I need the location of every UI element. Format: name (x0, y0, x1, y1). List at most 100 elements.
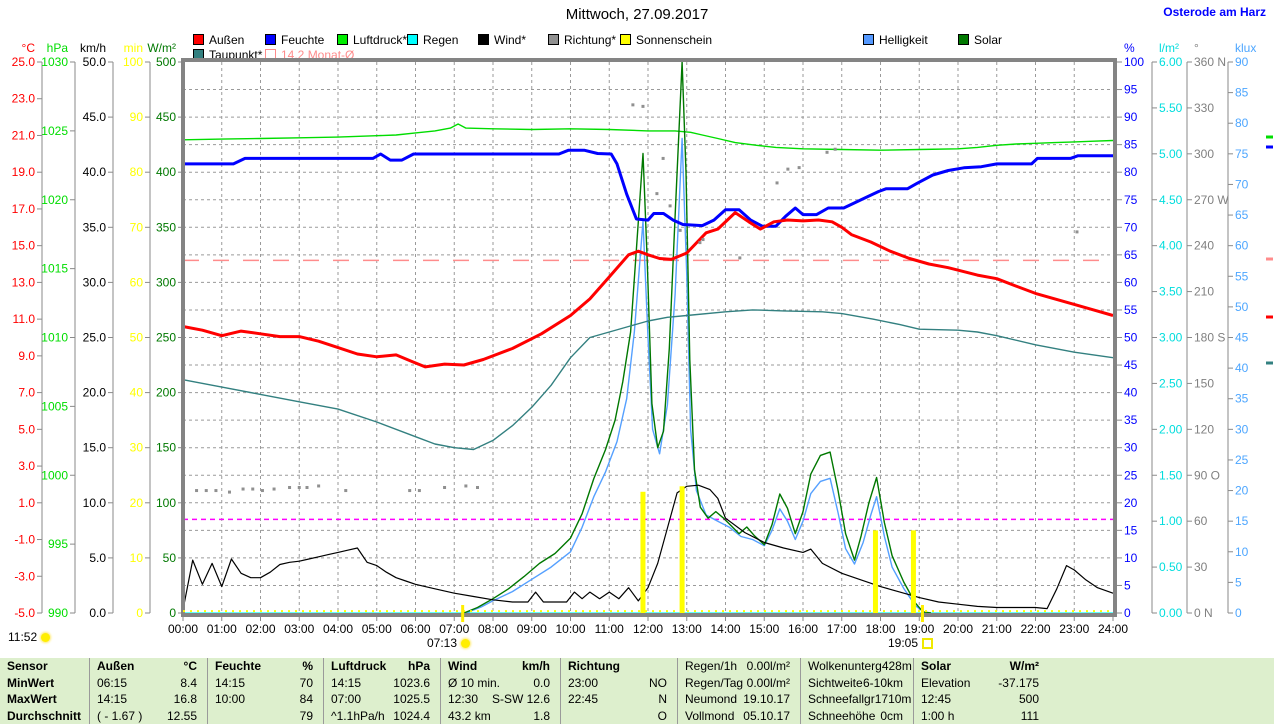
svg-text:18:00: 18:00 (865, 622, 895, 636)
svg-text:75: 75 (1124, 193, 1138, 207)
svg-text:20: 20 (130, 496, 144, 510)
svg-text:0: 0 (1235, 606, 1242, 620)
table-cell-value: 70 (299, 675, 313, 690)
table-cell-value: 8.4 (180, 675, 197, 690)
svg-text:65: 65 (1124, 248, 1138, 262)
svg-text:45.0: 45.0 (83, 110, 107, 124)
svg-text:250: 250 (156, 331, 176, 345)
svg-text:5: 5 (1124, 578, 1131, 592)
table-cell-label: ^1.1hPa/h (331, 708, 385, 723)
legend-item-regen: Regen (407, 33, 458, 47)
table-cell-label: Wolkenunterg (808, 659, 882, 673)
table-row: 43.2 km 1.8 (441, 708, 560, 724)
legend-label: Wind* (494, 32, 527, 47)
series-helligkeit (465, 137, 926, 614)
table-row: ( - 1.67 ) 12.55 (90, 708, 207, 724)
svg-text:l/m²: l/m² (1159, 41, 1179, 55)
series-luftdruck (182, 123, 1114, 151)
table-row: 12:30 S-SW 12.6 (441, 691, 560, 708)
svg-text:12:00: 12:00 (633, 622, 663, 636)
edge-markers (1266, 135, 1273, 365)
table-cell-label: 22:45 (568, 692, 599, 706)
table-column-feuchte: Feuchte% 14:15 70 10:00 84 79 (207, 658, 323, 724)
legend-swatch (620, 34, 631, 45)
svg-text:80: 80 (130, 165, 144, 179)
table-cell-label: Solar (921, 659, 952, 673)
table-row: Schneehöhe 0cm (801, 708, 913, 724)
svg-text:17.0: 17.0 (12, 202, 36, 216)
legend-item-feuchte: Feuchte (265, 33, 324, 47)
svg-text:50: 50 (163, 551, 177, 565)
table-row: 14:15 1023.6 (324, 675, 440, 692)
table-cell-value: 0.00l/m² (746, 659, 790, 673)
table-cell-value: W/m² (1009, 659, 1039, 673)
table-row: Regen/1h 0.00l/m² (678, 658, 800, 675)
table-cell-value: 111 (1020, 708, 1039, 723)
svg-text:55: 55 (1124, 303, 1138, 317)
svg-text:20: 20 (1124, 496, 1138, 510)
svg-text:6.00: 6.00 (1159, 55, 1183, 69)
svg-text:19:00: 19:00 (904, 622, 934, 636)
svg-text:85: 85 (1235, 86, 1249, 100)
table-row: O (561, 708, 677, 724)
table-cell-value: N (658, 692, 667, 706)
table-cell-value: °C (183, 659, 197, 673)
table-cell-label: Schneehöhe (808, 708, 876, 723)
legend-item-luftdruck-: Luftdruck* (337, 33, 407, 47)
reference-lines (183, 259, 1113, 521)
svg-text:35: 35 (1235, 392, 1249, 406)
svg-text:°: ° (1194, 41, 1199, 55)
svg-text:15: 15 (1235, 514, 1249, 528)
svg-text:50: 50 (130, 331, 144, 345)
summary-table: Sensor MinWert MaxWert Durchschnitt Außen °C 0… (0, 658, 1274, 724)
svg-text:50: 50 (1124, 331, 1138, 345)
svg-text:02:00: 02:00 (245, 622, 275, 636)
svg-text:90: 90 (130, 110, 144, 124)
svg-text:4.50: 4.50 (1159, 193, 1183, 207)
table-cell-value: 6-10km (862, 675, 903, 690)
svg-text:100: 100 (1124, 55, 1144, 69)
svg-text:09:00: 09:00 (517, 622, 547, 636)
svg-text:1.00: 1.00 (1159, 514, 1183, 528)
svg-text:5.0: 5.0 (18, 422, 35, 436)
table-cell-label: Elevation (921, 675, 971, 690)
sun-markers (461, 605, 924, 622)
svg-text:16:00: 16:00 (788, 622, 818, 636)
svg-text:60: 60 (1124, 275, 1138, 289)
table-cell-value: 1024.4 (393, 708, 430, 723)
table-cell-label: 14:15 (97, 692, 128, 706)
svg-text:2.50: 2.50 (1159, 376, 1183, 390)
svg-text:4.00: 4.00 (1159, 239, 1183, 253)
table-row: Sensor (0, 658, 89, 675)
svg-text:7.0: 7.0 (18, 386, 35, 400)
sunrise-label: 07:13 (427, 636, 471, 650)
legend-label: Sonnenschein (636, 32, 713, 47)
table-cell-value: 84 (299, 692, 313, 706)
table-row: Durchschnitt (0, 708, 89, 724)
legend-item-richtung-: Richtung* (548, 33, 616, 47)
table-row: Elevation -37.175 (914, 675, 1049, 692)
table-cell-label: Feuchte (215, 659, 262, 673)
svg-text:210: 210 (1194, 285, 1214, 299)
svg-text:75: 75 (1235, 147, 1249, 161)
table-cell-label: Außen (97, 659, 135, 673)
svg-text:01:00: 01:00 (207, 622, 237, 636)
svg-text:07:00: 07:00 (439, 622, 469, 636)
svg-text:1005: 1005 (41, 399, 68, 413)
table-cell-label: Durchschnitt (7, 708, 82, 723)
svg-text:35.0: 35.0 (83, 220, 107, 234)
svg-text:06:00: 06:00 (400, 622, 430, 636)
table-cell-label: Vollmond (685, 708, 735, 723)
table-row: 14:15 16.8 (90, 691, 207, 708)
svg-text:45: 45 (1235, 331, 1249, 345)
table-row: MinWert (0, 675, 89, 692)
table-row: Außen °C (90, 658, 207, 675)
svg-text:70: 70 (1124, 220, 1138, 234)
svg-text:0: 0 (169, 606, 176, 620)
svg-text:-1.0: -1.0 (14, 533, 35, 547)
